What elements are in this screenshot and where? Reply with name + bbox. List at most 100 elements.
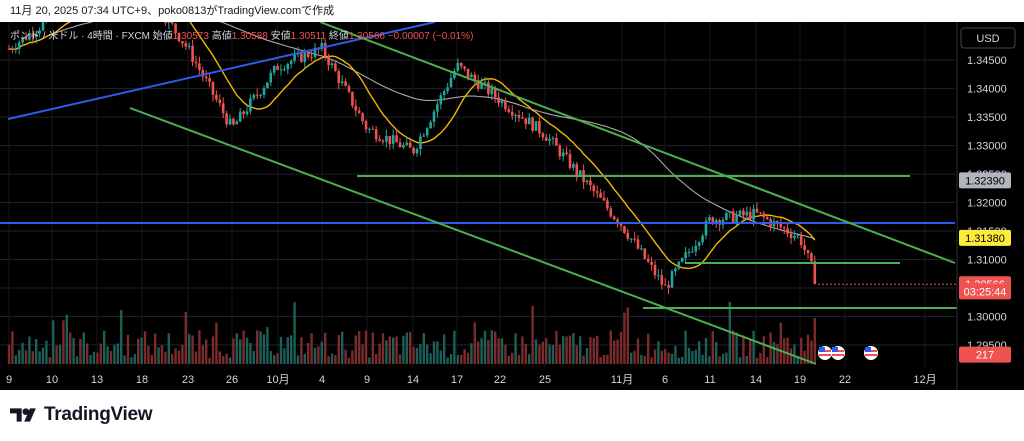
candle-body: [538, 121, 541, 134]
candle-body: [364, 121, 368, 130]
volume-bar: [21, 342, 24, 364]
candle-body: [218, 99, 222, 104]
volume-bar: [507, 355, 510, 364]
volume-bar: [579, 336, 582, 364]
candle-body: [449, 78, 453, 88]
candle-body: [514, 115, 517, 117]
volume-bar: [630, 352, 633, 364]
chart-caption-bar: 11月 20, 2025 07:34 UTC+9、poko0813がTradin…: [0, 0, 1024, 22]
volume-bar: [11, 331, 14, 364]
volume-bar: [89, 355, 92, 364]
candle-body: [28, 33, 31, 40]
chart-background: [0, 22, 1024, 390]
candle-body: [41, 22, 45, 31]
candle-body: [371, 128, 375, 130]
volume-bar: [273, 355, 276, 364]
chart-area[interactable]: 1.345001.340001.335001.330001.325001.320…: [0, 22, 1024, 390]
volume-bar: [500, 338, 504, 364]
volume-bar: [242, 330, 245, 364]
volume-bar: [347, 357, 351, 364]
candle-body: [704, 220, 708, 236]
volume-bar: [762, 336, 765, 364]
candle-body: [551, 138, 555, 140]
volume-bar: [704, 337, 708, 364]
price-tag: [959, 283, 1011, 300]
candle-body: [510, 111, 514, 116]
candle-body: [687, 251, 691, 253]
volume-bar: [58, 344, 62, 364]
volume-bar: [371, 332, 374, 364]
candle-body: [653, 264, 657, 276]
volume-bar: [62, 320, 65, 364]
volume-bar: [18, 349, 21, 364]
volume-bar: [708, 356, 711, 364]
candle-body: [589, 180, 592, 186]
volume-bar: [494, 331, 497, 364]
volume-bar: [599, 356, 602, 364]
candle-body: [252, 94, 256, 99]
candle-body: [470, 74, 473, 78]
volume-bar: [45, 340, 48, 364]
time-tick-label: 11月: [611, 374, 633, 386]
candle-body: [313, 47, 317, 58]
volume-bar: [92, 351, 96, 364]
candle-body: [235, 121, 239, 125]
volume-bar: [514, 333, 517, 364]
candle-body: [412, 147, 415, 154]
flag-gb-icon[interactable]: [831, 346, 845, 360]
candle-body: [11, 48, 14, 50]
candle-body: [728, 211, 732, 213]
candle-body: [177, 32, 181, 42]
volume-bar: [568, 335, 572, 364]
price-chart[interactable]: 1.345001.340001.335001.330001.325001.320…: [0, 22, 1024, 390]
volume-bar: [310, 333, 313, 364]
volume-bar: [694, 349, 697, 364]
volume-bar: [174, 348, 177, 364]
candle-body: [490, 88, 494, 95]
time-tick-label: 12月: [913, 374, 936, 386]
volume-bar: [344, 349, 347, 364]
tradingview-logo[interactable]: TradingView: [10, 404, 153, 426]
time-tick-label: 14: [407, 374, 419, 386]
flag-us-icon[interactable]: [818, 346, 832, 360]
candle-body: [521, 117, 524, 119]
volume-bar: [769, 332, 772, 364]
volume-bar: [810, 340, 813, 364]
volume-bar: [351, 350, 354, 364]
volume-bar: [528, 354, 531, 364]
volume-bar: [116, 343, 119, 364]
candle-body: [286, 64, 290, 70]
time-tick-label: 4: [319, 374, 325, 386]
candle-body: [184, 43, 188, 47]
candle-body: [174, 23, 177, 33]
volume-bar: [558, 344, 561, 364]
candle-body: [742, 210, 745, 216]
volume-bar: [572, 333, 575, 364]
flag-us-icon[interactable]: [864, 346, 878, 360]
volume-bar: [677, 357, 680, 364]
price-tag-label: 1.31380: [965, 233, 1005, 245]
volume-bar: [79, 338, 82, 364]
candle-body: [337, 71, 341, 84]
volume-bar: [616, 339, 619, 364]
candle-body: [572, 164, 575, 168]
volume-bar: [725, 352, 728, 364]
ohlc-legend: ポンド / 米ドル · 4時間 · FXCM 始値1.30573 高値1.305…: [10, 29, 473, 42]
volume-bar: [745, 355, 748, 364]
volume-bar: [517, 354, 521, 364]
volume-bar: [541, 341, 544, 364]
candle-body: [595, 191, 599, 193]
volume-bar: [269, 351, 272, 364]
candle-body: [422, 135, 426, 137]
volume-bar: [276, 353, 279, 364]
volume-bar: [565, 336, 568, 364]
volume-bar: [592, 337, 595, 364]
currency-button[interactable]: [960, 27, 1016, 49]
volume-bar: [65, 314, 68, 364]
candle-body: [429, 121, 432, 129]
candle-body: [272, 66, 276, 73]
candle-body: [249, 98, 252, 112]
candle-body: [480, 82, 483, 89]
candle-body: [385, 135, 388, 142]
currency-button-label: USD: [976, 33, 999, 45]
